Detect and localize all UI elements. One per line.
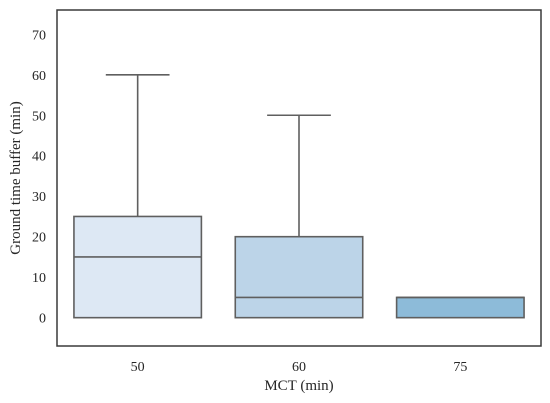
box-group-50 xyxy=(73,73,203,319)
plot-frame xyxy=(56,9,542,347)
box-group-75 xyxy=(395,296,525,319)
y-tick-label: 30 xyxy=(32,190,46,205)
x-tick-label: 75 xyxy=(453,360,467,375)
y-tick-label: 10 xyxy=(32,271,46,286)
box-75 xyxy=(395,296,525,319)
y-tick-label: 20 xyxy=(32,231,46,246)
y-ticks: 0 10 20 30 40 50 60 70 xyxy=(32,28,46,326)
x-axis-label: MCT (min) xyxy=(264,378,333,394)
x-tick-label: 60 xyxy=(292,360,306,375)
x-tick-label: 50 xyxy=(131,360,145,375)
box-50 xyxy=(73,215,203,319)
boxes-layer xyxy=(73,73,525,319)
y-tick-label: 0 xyxy=(39,312,46,327)
y-tick-label: 40 xyxy=(32,150,46,165)
box-group-60 xyxy=(234,114,364,319)
y-axis-label: Ground time buffer (min) xyxy=(8,101,24,254)
box-60 xyxy=(234,235,364,319)
y-tick-label: 70 xyxy=(32,28,46,43)
y-tick-label: 50 xyxy=(32,109,46,124)
y-tick-label: 60 xyxy=(32,69,46,84)
x-ticks: 50 60 75 xyxy=(131,360,468,375)
